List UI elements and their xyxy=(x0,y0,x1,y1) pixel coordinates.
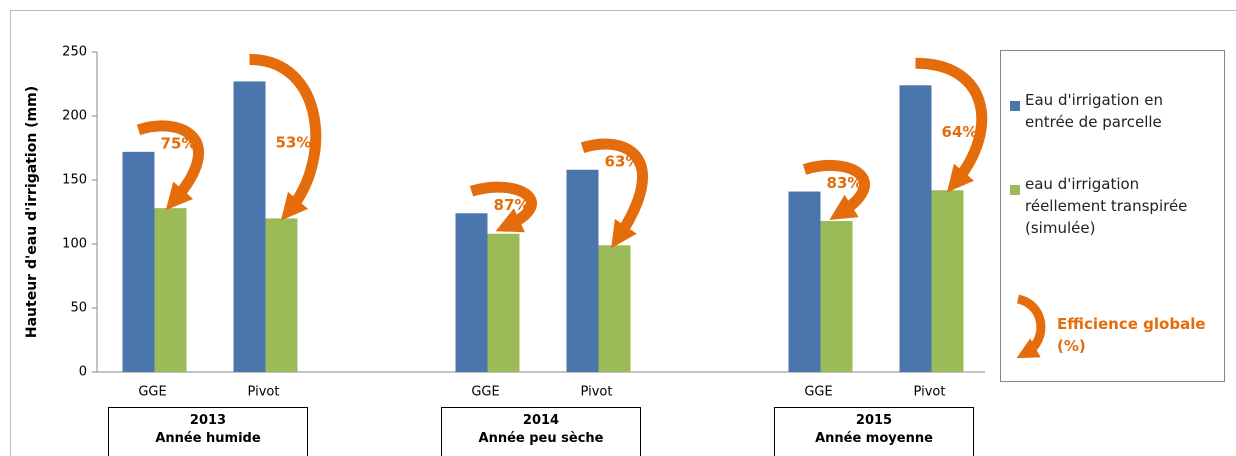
bar xyxy=(788,191,821,372)
efficiency-label: 63% xyxy=(605,152,641,170)
bar xyxy=(598,245,631,372)
group-year: 2015 xyxy=(855,413,893,428)
group-label: Année peu sèche xyxy=(478,431,604,446)
bar xyxy=(899,85,932,372)
group-year: 2014 xyxy=(522,413,560,428)
efficiency-arrow xyxy=(249,53,322,221)
y-tick-label: 250 xyxy=(62,45,87,60)
x-tick-label: GGE xyxy=(804,385,832,400)
bar xyxy=(154,208,187,372)
y-axis-label: Hauteur d'eau d'irrigation (mm) xyxy=(24,86,40,338)
y-tick-label: 50 xyxy=(70,301,87,316)
legend: Eau d'irrigation en entrée de parcelle e… xyxy=(1000,50,1225,382)
efficiency-label: 53% xyxy=(276,134,312,152)
efficiency-label: 83% xyxy=(827,174,863,192)
efficiency-arrow xyxy=(802,160,870,221)
bar xyxy=(455,213,488,372)
efficiency-arrow xyxy=(580,138,648,249)
x-tick-label: GGE xyxy=(138,385,166,400)
legend-label: eau d'irrigation réellement transpirée (… xyxy=(1025,175,1188,237)
bar xyxy=(265,218,298,372)
y-tick-label: 100 xyxy=(62,237,87,252)
x-tick-label: Pivot xyxy=(581,385,613,400)
frame xyxy=(10,10,1236,456)
bar xyxy=(931,190,964,372)
group-box: 2015 Année moyenne xyxy=(774,407,974,456)
legend-label: Eau d'irrigation en entrée de parcelle xyxy=(1025,91,1163,131)
efficiency-arrow xyxy=(136,120,204,211)
efficiency-label: 75% xyxy=(161,134,197,152)
bar xyxy=(122,151,155,372)
legend-swatch xyxy=(1010,185,1020,195)
bar xyxy=(566,169,599,372)
legend-swatch xyxy=(1010,101,1020,111)
legend-arrow xyxy=(1016,294,1046,359)
y-tick-label: 200 xyxy=(62,109,87,124)
bar xyxy=(820,220,853,372)
group-label: Année humide xyxy=(155,431,261,446)
x-tick-label: Pivot xyxy=(914,385,946,400)
y-tick-label: 0 xyxy=(79,365,87,380)
group-box: 2013 Année humide xyxy=(108,407,308,456)
bar xyxy=(487,233,520,372)
y-tick-label: 150 xyxy=(62,173,87,188)
x-tick-label: GGE xyxy=(471,385,499,400)
group-box: 2014 Année peu sèche xyxy=(441,407,641,456)
bar xyxy=(233,81,266,372)
efficiency-arrow xyxy=(469,181,537,233)
legend-label: Efficience globale (%) xyxy=(1057,315,1206,355)
efficiency-label: 64% xyxy=(942,123,978,141)
efficiency-arrow xyxy=(915,57,988,193)
group-label: Année moyenne xyxy=(815,431,933,446)
group-year: 2013 xyxy=(189,413,227,428)
x-tick-label: Pivot xyxy=(248,385,280,400)
efficiency-label: 87% xyxy=(494,196,530,214)
